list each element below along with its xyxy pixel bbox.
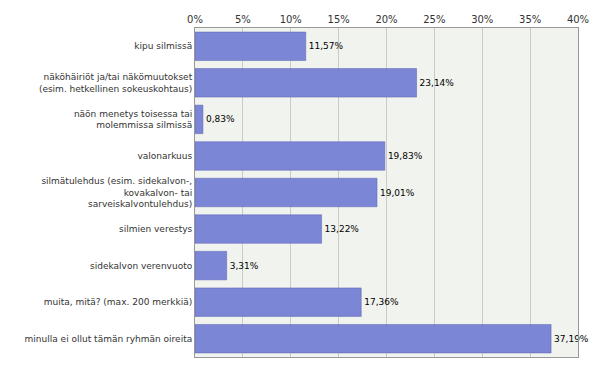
svg-text:17,36%: 17,36%: [364, 297, 399, 307]
svg-text:5%: 5%: [235, 14, 251, 25]
svg-text:silmien verestys: silmien verestys: [119, 224, 193, 234]
svg-text:23,14%: 23,14%: [420, 78, 455, 88]
svg-text:13,22%: 13,22%: [325, 224, 360, 234]
svg-text:3,31%: 3,31%: [230, 261, 259, 271]
svg-text:näköhäiriöt ja/tai näkömuutoks: näköhäiriöt ja/tai näkömuutokset(esim. h…: [39, 72, 193, 94]
svg-text:minulla ei ollut tämän ryhmän: minulla ei ollut tämän ryhmän oireita: [25, 334, 193, 344]
svg-text:11,57%: 11,57%: [309, 41, 344, 51]
svg-text:kipu silmissä: kipu silmissä: [134, 41, 192, 51]
svg-text:40%: 40%: [567, 14, 589, 25]
svg-text:20%: 20%: [375, 14, 397, 25]
svg-text:muita, mitä? (max. 200 merkkiä: muita, mitä? (max. 200 merkkiä): [44, 297, 193, 307]
svg-text:15%: 15%: [328, 14, 350, 25]
svg-text:19,01%: 19,01%: [380, 188, 415, 198]
svg-text:30%: 30%: [471, 14, 493, 25]
svg-text:25%: 25%: [423, 14, 445, 25]
svg-text:silmätulehdus (esim. sidekalvo: silmätulehdus (esim. sidekalvon-,kovakal…: [41, 176, 192, 209]
svg-text:19,83%: 19,83%: [388, 151, 423, 161]
svg-text:10%: 10%: [280, 14, 302, 25]
svg-text:näön menetys toisessa taimolem: näön menetys toisessa taimolemmissa silm…: [74, 109, 192, 131]
svg-text:35%: 35%: [519, 14, 541, 25]
svg-text:37,19%: 37,19%: [554, 334, 589, 344]
svg-text:0%: 0%: [187, 14, 203, 25]
svg-text:sidekalvon verenvuoto: sidekalvon verenvuoto: [90, 261, 193, 271]
svg-text:valonarkuus: valonarkuus: [137, 151, 192, 161]
svg-text:0,83%: 0,83%: [206, 114, 235, 124]
